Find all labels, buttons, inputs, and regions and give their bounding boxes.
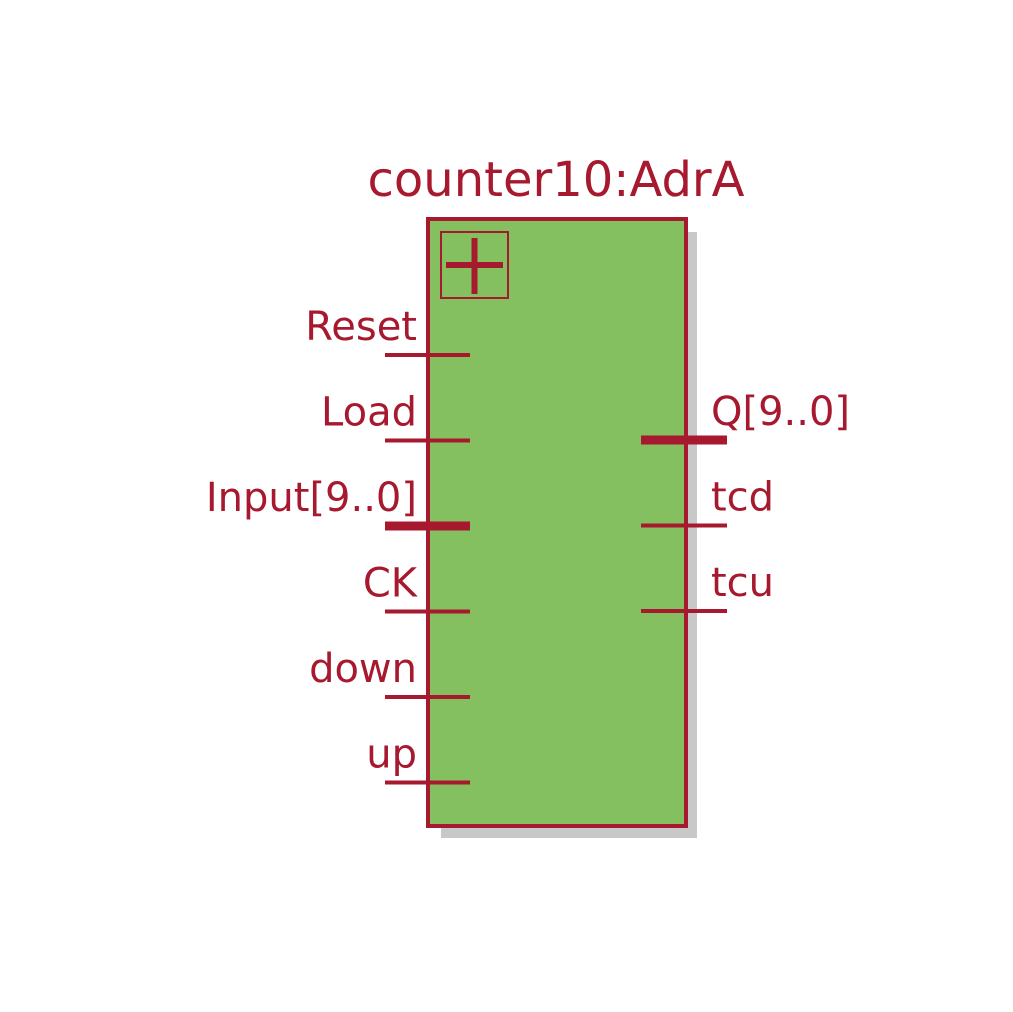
port-label: up [366,732,417,778]
output-port-tcu[interactable]: tcu [641,560,774,613]
port-label: tcu [711,560,774,606]
port-label: Input[9..0] [206,475,417,521]
port-label: Q[9..0] [711,389,850,435]
input-port-load[interactable]: Load [321,390,470,443]
port-label: CK [363,561,419,607]
output-port-q-9-0[interactable]: Q[9..0] [641,389,850,445]
input-ports: Reset Load Input[9..0] CK down up [206,304,470,785]
input-port-up[interactable]: up [366,732,470,785]
output-ports: Q[9..0] tcd tcu [641,389,850,613]
input-port-ck[interactable]: CK [363,561,470,614]
port-label: Load [321,390,417,436]
port-label: tcd [711,475,774,521]
input-port-down[interactable]: down [309,646,470,699]
plus-icon[interactable] [440,231,509,299]
port-label: down [309,646,417,692]
input-port-reset[interactable]: Reset [305,304,470,357]
port-label: Reset [305,304,417,350]
output-port-tcd[interactable]: tcd [641,475,774,528]
counter-block[interactable] [426,217,688,828]
block-title: counter10:AdrA [368,152,745,208]
input-port-input-9-0[interactable]: Input[9..0] [206,475,470,531]
